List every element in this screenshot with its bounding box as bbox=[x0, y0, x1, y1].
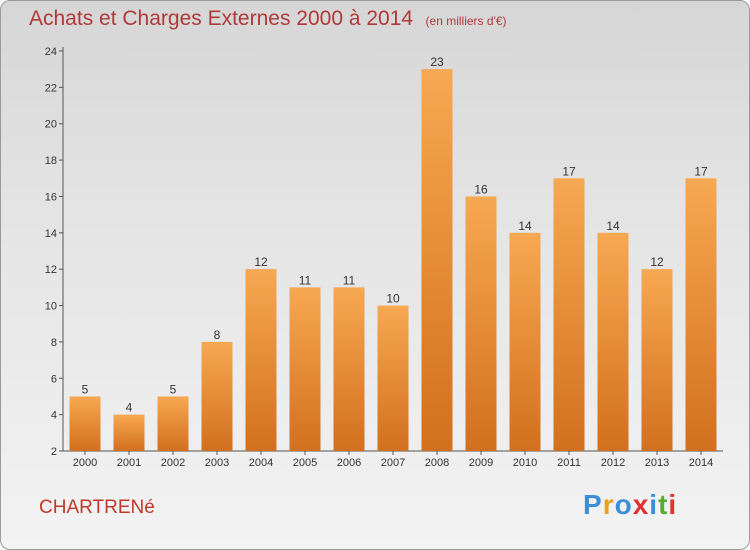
bar bbox=[377, 305, 409, 451]
y-tick-label: 12 bbox=[45, 264, 57, 276]
chart-subtitle: (en milliers d'€) bbox=[425, 14, 507, 28]
bar-value-label: 17 bbox=[562, 164, 576, 178]
chart-title: Achats et Charges Externes 2000 à 2014 (… bbox=[29, 7, 507, 31]
logo-letter: i bbox=[668, 489, 678, 520]
bar bbox=[69, 396, 101, 451]
bar-value-label: 10 bbox=[386, 292, 400, 306]
bar bbox=[465, 196, 497, 451]
x-tick-label: 2009 bbox=[469, 457, 493, 469]
x-tick-label: 2002 bbox=[161, 457, 185, 469]
y-tick-label: 14 bbox=[45, 228, 57, 240]
bar-value-label: 17 bbox=[694, 164, 708, 178]
bar bbox=[289, 287, 321, 451]
bar-value-label: 11 bbox=[343, 273, 356, 287]
x-tick-label: 2006 bbox=[337, 457, 361, 469]
bar bbox=[245, 269, 277, 451]
x-tick-label: 2005 bbox=[293, 457, 317, 469]
y-tick-label: 8 bbox=[51, 337, 57, 349]
commune-name: CHARTRENé bbox=[39, 497, 155, 518]
bar bbox=[157, 396, 189, 451]
chart-title-text: Achats et Charges Externes 2000 à 2014 bbox=[29, 7, 414, 30]
bar-value-label: 12 bbox=[650, 255, 664, 269]
bar-value-label: 16 bbox=[474, 182, 488, 196]
y-tick-label: 6 bbox=[51, 373, 57, 385]
bar-value-label: 14 bbox=[606, 219, 620, 233]
bar-value-label: 8 bbox=[214, 328, 221, 342]
logo-letter: r bbox=[602, 489, 615, 520]
bar bbox=[685, 178, 717, 452]
y-tick-label: 4 bbox=[51, 410, 57, 422]
logo-letter: i bbox=[649, 489, 659, 520]
x-tick-label: 2011 bbox=[557, 457, 581, 469]
x-tick-label: 2004 bbox=[249, 457, 273, 469]
bar-value-label: 4 bbox=[126, 401, 133, 415]
x-tick-label: 2001 bbox=[117, 457, 141, 469]
y-tick-label: 24 bbox=[45, 46, 57, 58]
y-tick-label: 22 bbox=[45, 82, 57, 94]
y-tick-label: 2 bbox=[51, 446, 57, 458]
bar bbox=[641, 269, 673, 451]
y-tick-label: 18 bbox=[45, 155, 57, 167]
bar bbox=[421, 69, 453, 451]
bar bbox=[509, 232, 541, 451]
y-tick-label: 10 bbox=[45, 301, 57, 313]
logo-letter: t bbox=[658, 489, 669, 520]
bar-value-label: 12 bbox=[254, 255, 268, 269]
bar-value-label: 5 bbox=[170, 382, 177, 396]
logo-letter: x bbox=[632, 489, 650, 520]
x-tick-label: 2013 bbox=[645, 457, 669, 469]
logo-letter: P bbox=[583, 489, 603, 520]
bar bbox=[597, 232, 629, 451]
bar-value-label: 11 bbox=[299, 273, 312, 287]
x-tick-label: 2012 bbox=[601, 457, 625, 469]
logo-letter: o bbox=[614, 489, 633, 520]
x-tick-label: 2003 bbox=[205, 457, 229, 469]
bar bbox=[553, 178, 585, 452]
bar bbox=[113, 414, 145, 451]
bar-value-label: 23 bbox=[430, 55, 444, 69]
y-tick-label: 20 bbox=[45, 119, 57, 131]
proxiti-logo: Proxiti bbox=[583, 489, 677, 521]
x-tick-label: 2008 bbox=[425, 457, 449, 469]
bar-value-label: 14 bbox=[518, 219, 532, 233]
bar bbox=[201, 341, 233, 451]
x-tick-label: 2014 bbox=[689, 457, 713, 469]
x-tick-label: 2007 bbox=[381, 457, 405, 469]
bar-value-label: 5 bbox=[82, 382, 89, 396]
bar bbox=[333, 287, 365, 451]
x-tick-label: 2000 bbox=[73, 457, 97, 469]
y-tick-label: 16 bbox=[45, 191, 57, 203]
x-tick-label: 2010 bbox=[513, 457, 537, 469]
